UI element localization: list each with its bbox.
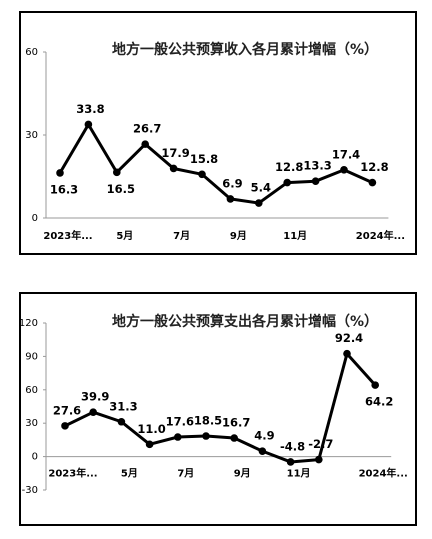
data-point: [113, 168, 121, 177]
x-tick-label: 2023年...: [43, 229, 92, 242]
data-point: [286, 458, 295, 466]
chart-frame: [19, 11, 417, 255]
data-label: 11.0: [137, 422, 165, 436]
data-label: 16.5: [107, 182, 135, 196]
chart-frame: [19, 292, 417, 526]
data-label: 17.9: [161, 146, 189, 160]
series-line: [64, 352, 377, 464]
chart-title: 地方一般公共预算收入各月累计增幅（%）: [112, 41, 378, 58]
y-tick-label: 120: [19, 318, 38, 329]
data-label: 64.2: [365, 395, 393, 409]
data-label: 27.6: [53, 403, 81, 417]
y-tick-label: 60: [25, 47, 38, 58]
data-label: 39.9: [81, 390, 109, 404]
x-tick-label: 7月: [177, 468, 194, 480]
data-label: -4.8: [280, 439, 305, 453]
x-tick-label: 2023年...: [48, 467, 97, 480]
data-label: 12.8: [275, 160, 303, 174]
data-label: 15.8: [190, 152, 218, 166]
y-tick-label: 30: [25, 130, 38, 141]
x-tick-label: 5月: [121, 468, 138, 480]
chart-title: 地方一般公共预算支出各月累计增幅（%）: [112, 313, 378, 330]
y-tick-label: 0: [32, 452, 38, 463]
data-point: [56, 169, 64, 177]
x-tick-label: 11月: [287, 468, 311, 480]
data-label: 17.4: [332, 147, 360, 161]
data-label: 26.7: [133, 122, 161, 136]
x-tick-label: 7月: [173, 230, 190, 242]
y-tick-label: 60: [25, 385, 38, 396]
x-tick-label: 11月: [283, 230, 307, 242]
data-label: 6.9: [222, 176, 242, 190]
y-tick-label: -30: [22, 485, 38, 496]
data-point: [169, 164, 178, 173]
data-point: [61, 422, 69, 430]
x-tick-label: 5月: [116, 230, 133, 242]
data-point: [340, 166, 348, 174]
data-point: [202, 432, 210, 440]
data-point: [311, 177, 320, 186]
data-label: 16.3: [50, 182, 78, 196]
data-point: [117, 417, 126, 426]
data-point: [283, 178, 292, 187]
x-tick-label: 2024年...: [356, 229, 405, 242]
data-point: [230, 434, 238, 442]
data-point: [174, 433, 182, 441]
data-label: 92.4: [335, 331, 363, 345]
data-point: [371, 381, 380, 389]
data-point: [145, 440, 154, 449]
data-label: 18.5: [194, 414, 222, 428]
data-point: [89, 408, 97, 416]
data-label: 31.3: [109, 399, 137, 413]
y-tick-label: 30: [25, 418, 38, 429]
data-label: 5.4: [251, 181, 271, 195]
data-point: [198, 170, 206, 179]
data-label: 16.7: [222, 416, 250, 430]
data-label: -2.7: [308, 437, 333, 451]
x-tick-label: 9月: [230, 230, 247, 242]
data-point: [315, 455, 323, 464]
x-tick-label: 2024年...: [359, 467, 408, 480]
series-line: [58, 122, 374, 205]
data-point: [254, 199, 263, 207]
data-label: 12.8: [360, 160, 388, 174]
data-point: [141, 140, 149, 148]
data-point: [343, 349, 351, 358]
data-label: 17.6: [166, 415, 194, 429]
x-tick-label: 9月: [234, 468, 251, 480]
data-label: 4.9: [254, 429, 274, 443]
data-label: 13.3: [303, 159, 331, 173]
data-label: 33.8: [76, 102, 104, 116]
y-tick-label: 0: [32, 213, 38, 224]
y-tick-label: 90: [25, 351, 38, 362]
data-point: [84, 120, 93, 129]
data-point: [258, 447, 267, 455]
data-point: [226, 195, 235, 203]
data-point: [368, 178, 377, 187]
